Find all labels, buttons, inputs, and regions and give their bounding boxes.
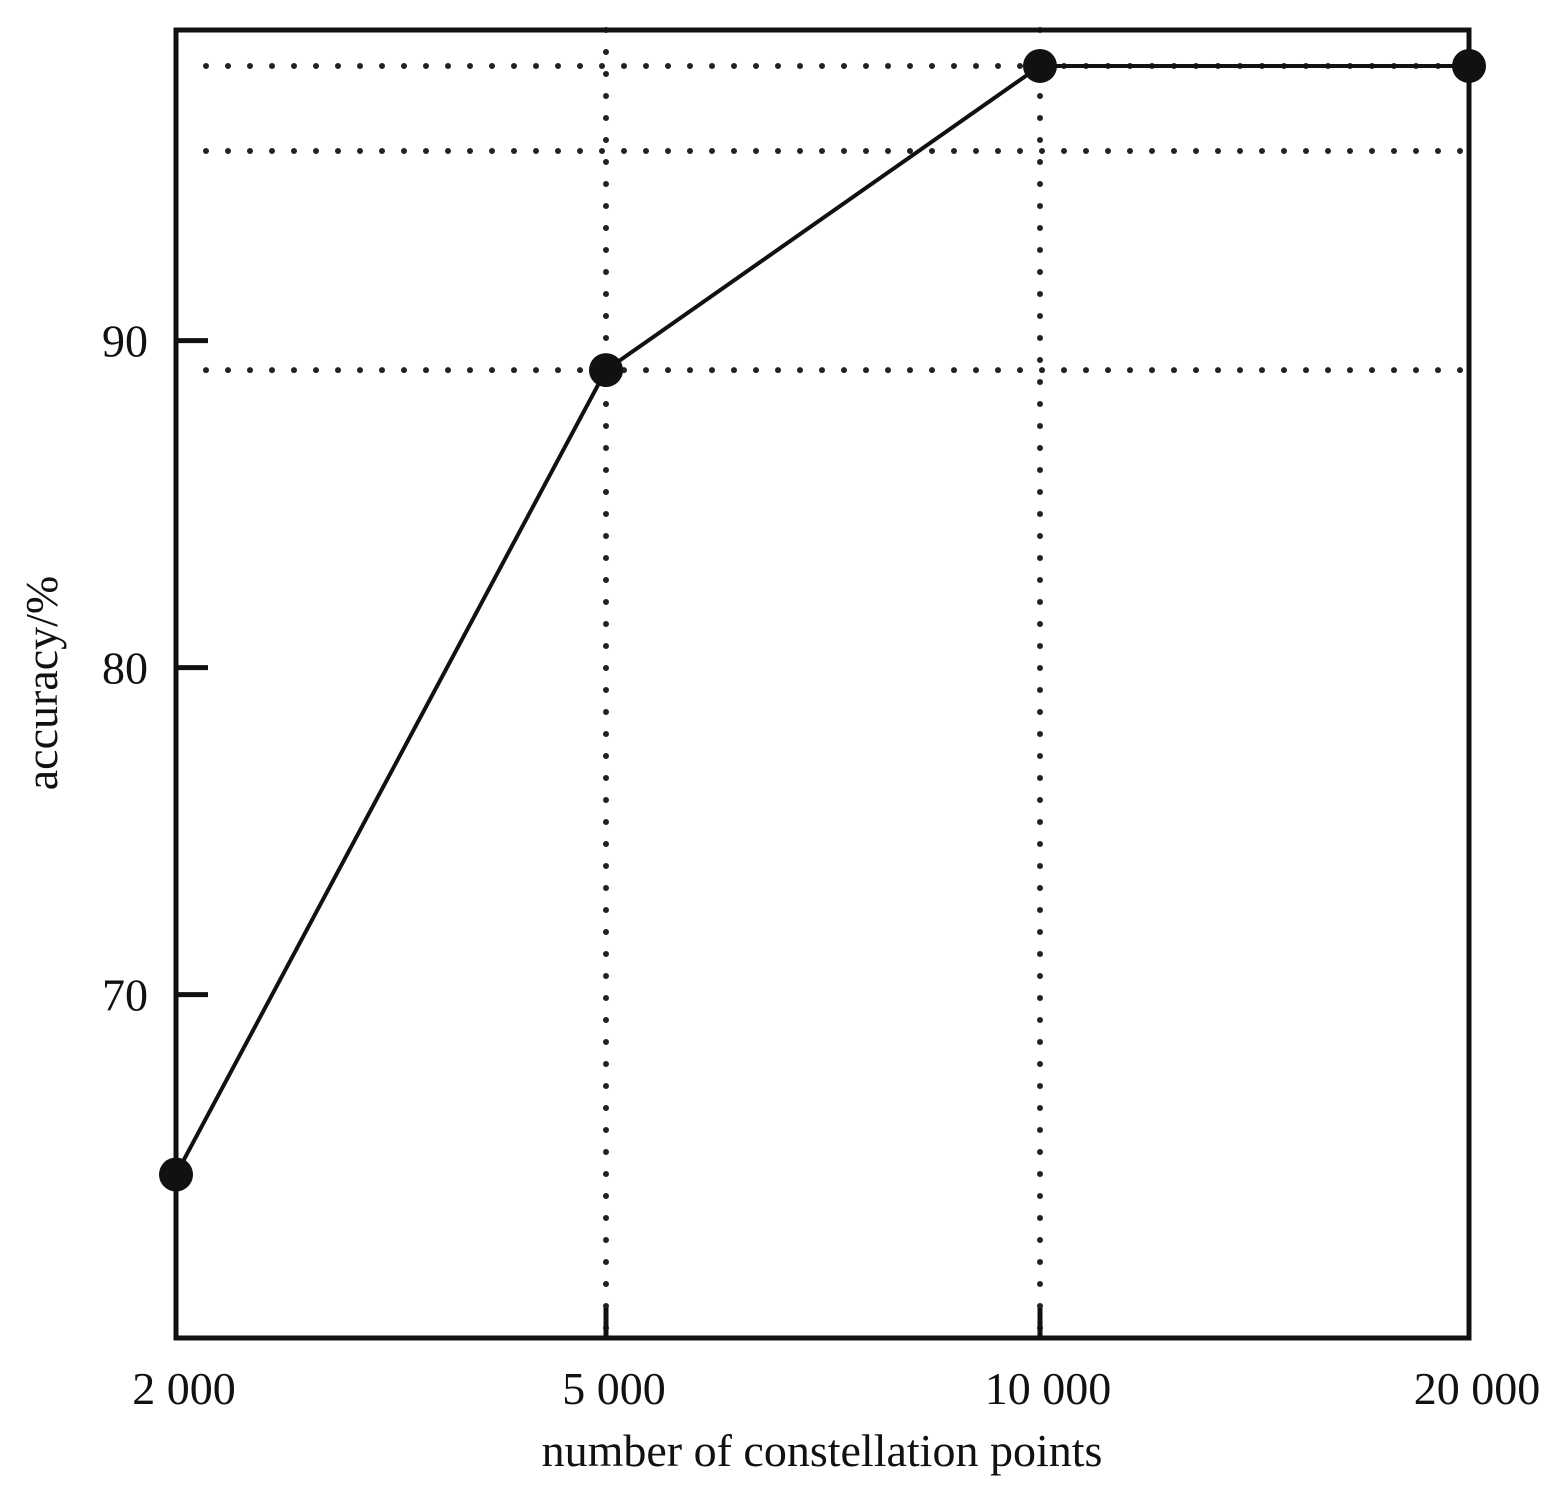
grid-lines: [203, 27, 1472, 1341]
tick-labels: 70 80 90 2 000 5 000 10 000 20 000: [102, 316, 1540, 1414]
x-axis-title: number of constellation points: [542, 1425, 1103, 1476]
x-tick-label: 5 000: [562, 1363, 666, 1414]
data-point: [1452, 48, 1486, 83]
x-tick-label: 2 000: [132, 1363, 236, 1414]
y-axis-title: accuracy/%: [16, 576, 67, 791]
axes: [173, 27, 1472, 1341]
data-point: [159, 1157, 193, 1192]
y-tick-label: 80: [102, 643, 148, 694]
y-tick-label: 90: [102, 316, 148, 367]
series-line: [174, 63, 1469, 1176]
x-tick-label: 20 000: [1414, 1363, 1541, 1414]
x-tick-label: 10 000: [985, 1363, 1112, 1414]
y-tick-label: 70: [102, 970, 148, 1021]
data-point: [589, 353, 623, 388]
data-point: [1023, 48, 1057, 83]
plot-frame: [173, 27, 1472, 1341]
data-series: [159, 48, 1486, 1192]
